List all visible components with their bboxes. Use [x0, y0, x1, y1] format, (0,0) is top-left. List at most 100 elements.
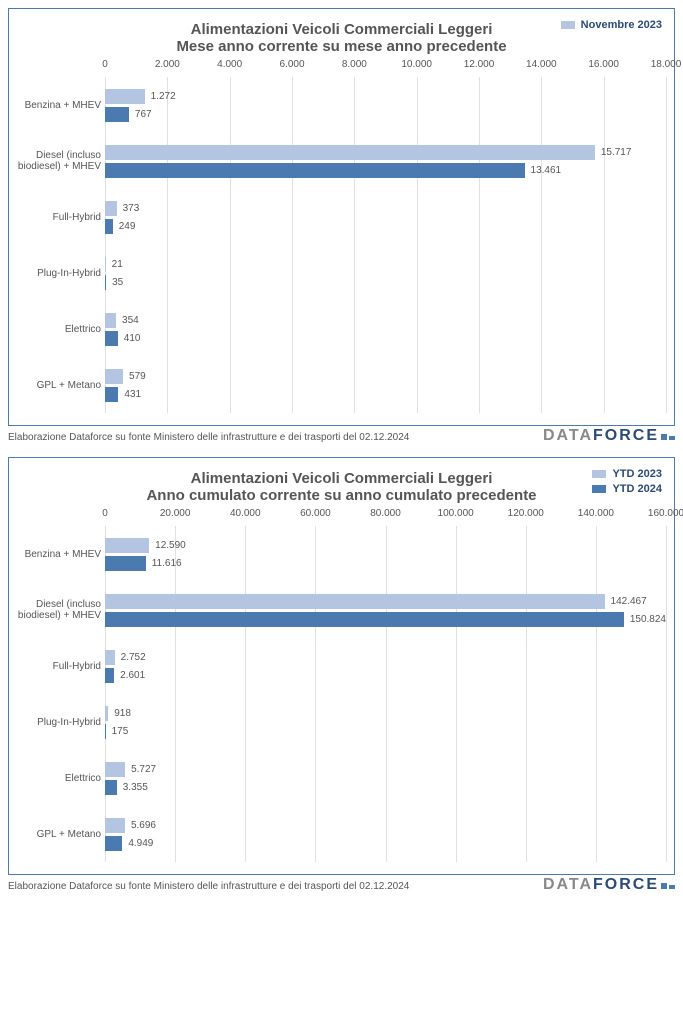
category-label: Plug-In-Hybrid — [17, 245, 105, 301]
category-group: 5.727 3.355 — [105, 750, 666, 806]
legend-label: Novembre 2023 — [581, 19, 662, 31]
bar-value: 579 — [129, 371, 146, 382]
bar-row: 12.590 — [105, 538, 666, 553]
category-group: 354 410 — [105, 301, 666, 357]
bar-row: 4.949 — [105, 836, 666, 851]
bar — [105, 612, 624, 627]
category-label: Elettrico — [17, 301, 105, 357]
bar-row: 35 — [105, 275, 666, 290]
category-label: Full-Hybrid — [17, 189, 105, 245]
category-column: Benzina + MHEVDiesel (incluso biodiesel)… — [17, 508, 105, 862]
bar — [105, 313, 116, 328]
axis-tick: 4.000 — [217, 59, 242, 70]
bar — [105, 762, 125, 777]
bar — [105, 163, 525, 178]
bars: 12.59011.616142.467150.8242.7522.6019181… — [105, 526, 666, 862]
legend: YTD 2023 YTD 2024 — [592, 468, 662, 498]
legend-swatch — [561, 21, 575, 29]
bar — [105, 780, 117, 795]
bar-value: 21 — [112, 259, 123, 270]
axis-tick: 12.000 — [464, 59, 495, 70]
bar-row: 142.467 — [105, 594, 666, 609]
bar-row: 13.461 — [105, 163, 666, 178]
bar — [105, 724, 106, 739]
logo-part2: FORCE — [593, 427, 659, 444]
bar-value: 2.601 — [120, 670, 145, 681]
bar-row: 2.601 — [105, 668, 666, 683]
legend-swatch — [592, 485, 606, 493]
category-label: Diesel (incluso biodiesel) + MHEV — [17, 133, 105, 189]
bar-row: 175 — [105, 724, 666, 739]
category-column: Benzina + MHEVDiesel (incluso biodiesel)… — [17, 59, 105, 413]
bar-row: 150.824 — [105, 612, 666, 627]
axis-tick: 2.000 — [155, 59, 180, 70]
bar — [105, 387, 118, 402]
axis-tick: 10.000 — [401, 59, 432, 70]
axis-tick: 100.000 — [438, 508, 474, 519]
axis-tick: 14.000 — [526, 59, 557, 70]
category-group: 1.272767 — [105, 77, 666, 133]
title-line-2: Mese anno corrente su mese anno preceden… — [9, 38, 674, 55]
chart-title: Alimentazioni Veicoli Commerciali Legger… — [9, 458, 674, 508]
axis-tick: 0 — [102, 59, 108, 70]
logo-part1: DATA — [543, 427, 593, 444]
category-label: Elettrico — [17, 750, 105, 806]
bar-row: 249 — [105, 219, 666, 234]
bar-value: 410 — [124, 333, 141, 344]
bar-row: 431 — [105, 387, 666, 402]
bar — [105, 706, 108, 721]
legend-item: YTD 2023 — [592, 468, 662, 480]
bar-value: 249 — [119, 221, 136, 232]
axis-tick: 16.000 — [588, 59, 619, 70]
bar-value: 4.949 — [128, 838, 153, 849]
bar-value: 767 — [135, 109, 152, 120]
category-group: 12.590 11.616 — [105, 526, 666, 582]
bar-value: 354 — [122, 315, 139, 326]
bar-value: 142.467 — [611, 596, 647, 607]
legend-item: Novembre 2023 — [561, 19, 662, 31]
bar — [105, 668, 114, 683]
bar — [105, 594, 605, 609]
axis-tick: 0 — [102, 508, 108, 519]
bar-row: 918 — [105, 706, 666, 721]
axis-tick: 140.000 — [578, 508, 614, 519]
legend-label: YTD 2024 — [612, 483, 662, 495]
bar-value: 175 — [112, 726, 129, 737]
axis-tick: 160.000 — [648, 508, 683, 519]
category-group: 142.467 150.824 — [105, 582, 666, 638]
category-group: 579431 — [105, 357, 666, 413]
bars: 1.27276715.71713.46137324921353544105794… — [105, 77, 666, 413]
axis-tick: 80.000 — [370, 508, 401, 519]
x-axis: 02.0004.0006.0008.00010.00012.00014.0001… — [105, 59, 666, 77]
bar-value: 12.590 — [155, 540, 186, 551]
bar-row: 5.696 — [105, 818, 666, 833]
bar-row: 2.752 — [105, 650, 666, 665]
bar-value: 35 — [112, 277, 123, 288]
bar — [105, 107, 129, 122]
title-line-2: Anno cumulato corrente su anno cumulato … — [9, 487, 674, 504]
bar — [105, 369, 123, 384]
category-label: Plug-In-Hybrid — [17, 694, 105, 750]
bar-row: 3.355 — [105, 780, 666, 795]
bar — [105, 257, 106, 272]
category-group: 918175 — [105, 694, 666, 750]
plot-column: 02.0004.0006.0008.00010.00012.00014.0001… — [105, 59, 666, 413]
legend-swatch — [592, 470, 606, 478]
bar — [105, 219, 113, 234]
bar-value: 15.717 — [601, 147, 632, 158]
bar — [105, 201, 117, 216]
bar-value: 11.616 — [152, 558, 182, 569]
bar-value: 2.752 — [121, 652, 146, 663]
category-label: Full-Hybrid — [17, 638, 105, 694]
bar-value: 373 — [123, 203, 140, 214]
category-group: 2.752 2.601 — [105, 638, 666, 694]
axis-tick: 60.000 — [300, 508, 331, 519]
category-group: 5.696 4.949 — [105, 806, 666, 862]
bar — [105, 89, 145, 104]
chart-area: Benzina + MHEVDiesel (incluso biodiesel)… — [9, 508, 674, 874]
category-group: 373 249 — [105, 189, 666, 245]
bar-row: 410 — [105, 331, 666, 346]
axis-tick: 18.000 — [651, 59, 682, 70]
bar-row: 5.727 — [105, 762, 666, 777]
bar — [105, 818, 125, 833]
